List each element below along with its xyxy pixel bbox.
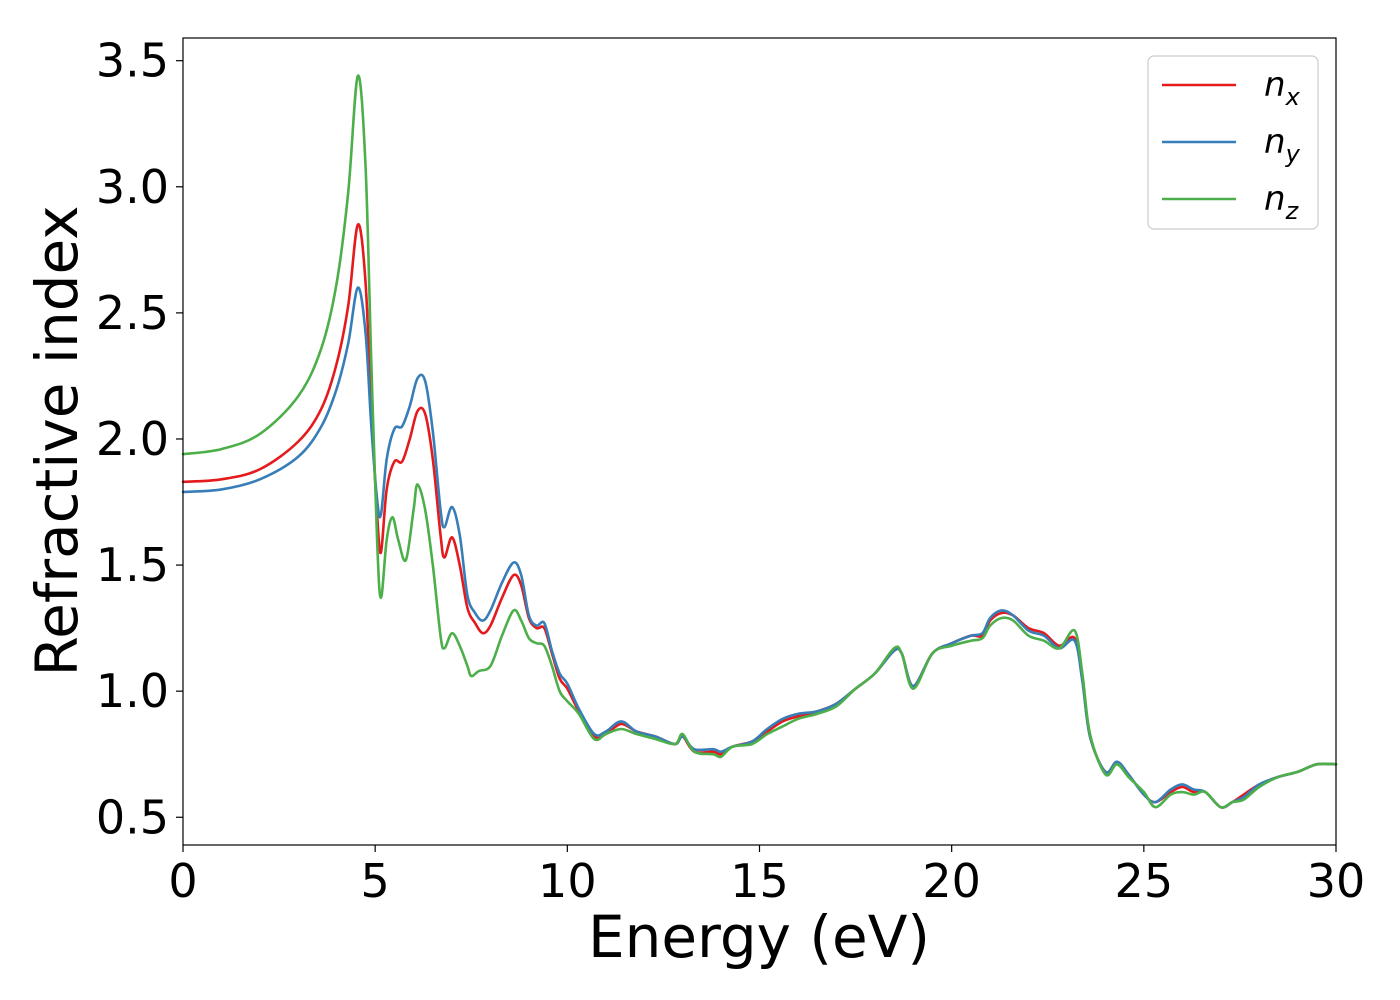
y-axis-ticks: 0.5 1.0 1.5 2.0 2.5 3.0 3.5 <box>96 34 183 844</box>
legend-label-y: ny <box>1264 122 1301 168</box>
plot-area <box>183 38 1336 845</box>
x-tick-label: 10 <box>538 854 597 908</box>
x-axis-label: Energy (eV) <box>588 903 930 971</box>
y-tick-label: 3.5 <box>96 34 169 88</box>
y-tick-label: 1.0 <box>96 664 169 718</box>
x-tick-label: 15 <box>730 854 789 908</box>
x-tick-label: 5 <box>361 854 390 908</box>
y-tick-label: 1.5 <box>96 538 169 592</box>
series-line-z <box>181 74 1338 809</box>
legend-label-x: nx <box>1264 65 1301 111</box>
x-axis-ticks: 0 5 10 15 20 25 30 <box>168 845 1365 908</box>
series-layer <box>181 74 1338 809</box>
x-tick-label: 30 <box>1307 854 1366 908</box>
x-tick-label: 0 <box>168 854 197 908</box>
legend-label-z: nz <box>1264 179 1300 225</box>
x-tick-label: 25 <box>1115 854 1174 908</box>
y-tick-label: 2.0 <box>96 412 169 466</box>
x-tick-label: 20 <box>922 854 981 908</box>
legend: nx ny nz <box>1147 55 1319 230</box>
y-tick-label: 0.5 <box>96 790 169 844</box>
y-axis-label: Refractive index <box>23 205 91 676</box>
y-tick-label: 2.5 <box>96 286 169 340</box>
y-tick-label: 3.0 <box>96 160 169 214</box>
